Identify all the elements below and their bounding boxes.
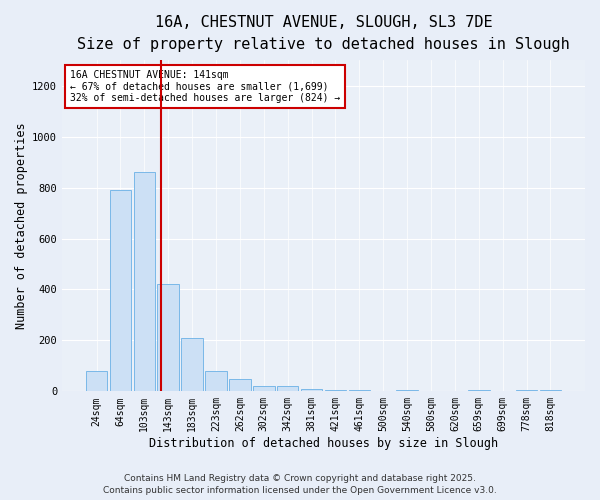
Bar — [468, 390, 490, 392]
Bar — [397, 390, 418, 392]
Bar — [349, 390, 370, 392]
Bar — [157, 284, 179, 392]
Bar — [205, 371, 227, 392]
Bar — [325, 390, 346, 392]
Bar — [516, 390, 538, 392]
Bar — [540, 390, 561, 392]
Title: 16A, CHESTNUT AVENUE, SLOUGH, SL3 7DE
Size of property relative to detached hous: 16A, CHESTNUT AVENUE, SLOUGH, SL3 7DE Si… — [77, 15, 570, 52]
Bar — [253, 386, 275, 392]
Bar — [301, 389, 322, 392]
Bar — [134, 172, 155, 392]
X-axis label: Distribution of detached houses by size in Slough: Distribution of detached houses by size … — [149, 437, 498, 450]
Text: 16A CHESTNUT AVENUE: 141sqm
← 67% of detached houses are smaller (1,699)
32% of : 16A CHESTNUT AVENUE: 141sqm ← 67% of det… — [70, 70, 340, 103]
Y-axis label: Number of detached properties: Number of detached properties — [15, 122, 28, 329]
Bar — [110, 190, 131, 392]
Bar — [229, 378, 251, 392]
Bar — [181, 338, 203, 392]
Bar — [277, 386, 298, 392]
Text: Contains HM Land Registry data © Crown copyright and database right 2025.
Contai: Contains HM Land Registry data © Crown c… — [103, 474, 497, 495]
Bar — [86, 371, 107, 392]
